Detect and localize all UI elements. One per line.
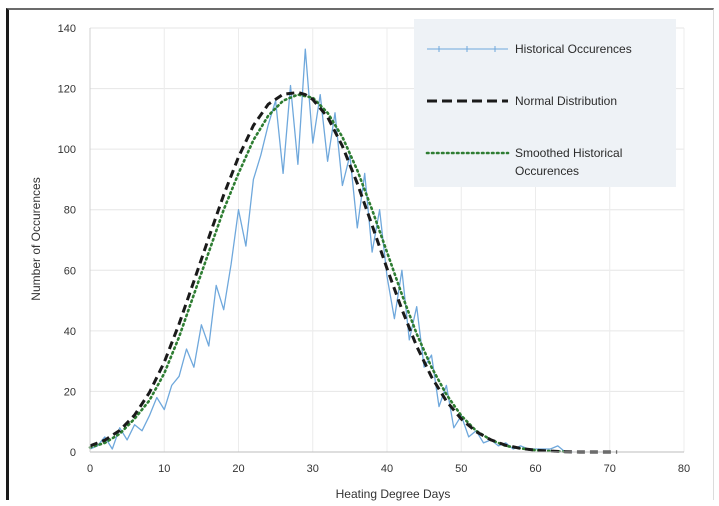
x-tick-label: 50 [455,463,467,475]
x-tick-label: 40 [381,463,393,475]
y-tick-label: 0 [70,447,76,459]
series-line-smoothed-historical-occurences [88,93,567,453]
x-tick-label: 10 [158,463,170,475]
y-tick-label: 120 [58,84,76,96]
legend-label: Historical Occurences [515,42,632,56]
y-axis-title: Number of Occurences [29,177,43,300]
chart-frame [6,8,714,500]
axes: 0 20 40 60 80 100 120 140 0 10 20 30 40 50 60 70 80 [58,23,690,475]
x-tick-label: 70 [604,463,616,475]
y-tick-label: 140 [58,23,76,35]
series-layer [88,48,618,454]
legend-label-cont: Occurences [515,164,579,178]
x-tick-label: 20 [232,463,244,475]
x-tick-label: 0 [87,463,93,475]
y-tick-label: 100 [58,144,76,156]
y-tick-label: 20 [64,386,76,398]
y-tick-label: 40 [64,326,76,338]
x-tick-label: 60 [529,463,541,475]
legend-label: Normal Distribution [515,94,617,108]
legend-box [414,19,676,187]
x-tick-label: 30 [307,463,319,475]
legend-label: Smoothed Historical [515,146,622,160]
x-tick-label: 80 [678,463,690,475]
legend: Historical Occurences Normal Distribution… [425,42,632,178]
y-tick-label: 80 [64,205,76,217]
y-tick-label: 60 [64,265,76,277]
x-axis-title: Heating Degree Days [336,487,451,501]
